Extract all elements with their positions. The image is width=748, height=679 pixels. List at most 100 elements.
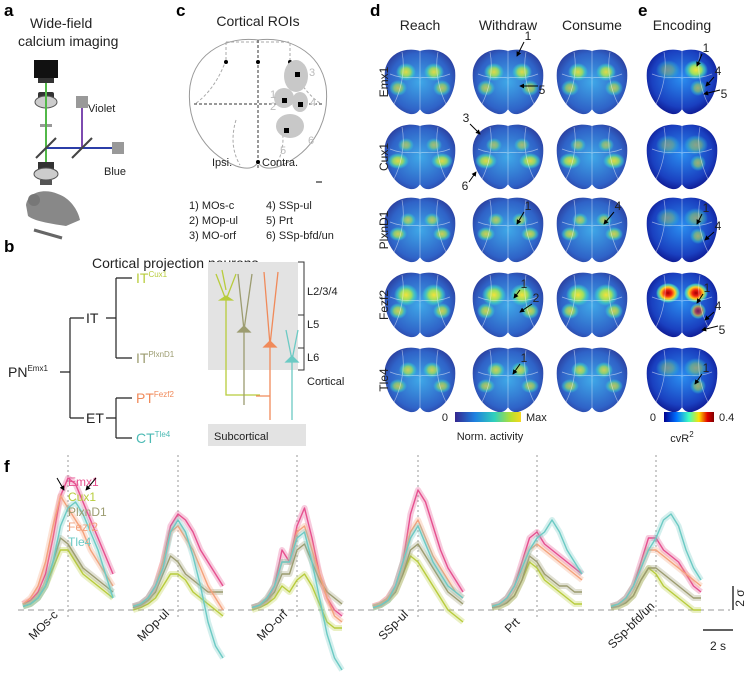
annotation-arrow xyxy=(469,123,481,135)
activity-spot xyxy=(433,227,451,241)
activity-spot xyxy=(605,227,623,241)
roi-label: SSp-ul xyxy=(375,607,410,642)
area-borders xyxy=(477,349,539,407)
activity-spot xyxy=(656,283,680,303)
brain-fill xyxy=(646,197,718,263)
activity-spot xyxy=(605,80,623,96)
region-label: Cortical xyxy=(307,376,344,388)
roi-number: 3 xyxy=(309,67,315,79)
area-borders xyxy=(389,199,451,257)
roi-list-item: 1) MOs-c xyxy=(189,200,235,212)
activity-spot xyxy=(561,303,579,319)
trace xyxy=(132,573,224,617)
area-borders xyxy=(477,274,539,332)
activity-spot xyxy=(486,138,502,152)
roi-list-item: 2) MOp-ul xyxy=(189,215,238,227)
row-label: PlxnD1 xyxy=(377,210,391,249)
annotation: 3 xyxy=(463,111,470,125)
colorbar-label: 0 xyxy=(442,412,448,424)
activity-spot xyxy=(596,63,616,81)
annotation: 1 xyxy=(525,29,532,43)
tree-leaf: ITCux1 xyxy=(136,270,168,286)
annotation-arrow xyxy=(705,76,715,87)
activity-spot xyxy=(656,358,680,378)
annotation: 4 xyxy=(715,219,722,233)
annotation: 4 xyxy=(715,299,722,313)
tree-lines xyxy=(60,277,132,439)
annotation-arrow xyxy=(696,213,703,225)
activity-spot xyxy=(561,379,579,393)
trace xyxy=(372,519,464,608)
area-borders xyxy=(651,274,713,332)
panel-label: d xyxy=(370,1,380,20)
legend-entry: Tle4 xyxy=(68,535,92,549)
trace-plot: MOs-c MOp-ul MO-orf SSp-ul Prt SSp-bfd/unEmx1… xyxy=(18,455,747,672)
label: Blue xyxy=(104,166,126,178)
activity-spot xyxy=(433,303,451,319)
colorbar-label: 0 xyxy=(650,412,656,424)
tree-leaf: ITPlxnD1 xyxy=(136,350,175,366)
activity-spot xyxy=(477,227,495,241)
annotation-arrow xyxy=(516,41,525,57)
activity-spot xyxy=(426,138,442,152)
brain-map xyxy=(472,347,544,413)
annotation: 1 xyxy=(703,361,710,375)
roi-number: 5 xyxy=(280,145,286,157)
annotation-arrow xyxy=(696,293,704,304)
area-borders xyxy=(389,126,451,184)
activity-spot xyxy=(690,80,706,96)
activity-spot xyxy=(561,227,579,241)
activity-spot xyxy=(684,358,708,378)
roi-list-item: 6) SSp-bfd/un xyxy=(266,230,334,242)
brain-map xyxy=(646,272,718,338)
annotation: 1 xyxy=(521,277,528,291)
tree-leaf: CTTle4 xyxy=(136,430,171,446)
legend-entry: Emx1 xyxy=(68,475,99,489)
activity-spot xyxy=(521,303,539,319)
brain-map xyxy=(646,197,718,263)
annotation: 1 xyxy=(521,351,528,365)
panel-title: Encoding xyxy=(653,17,711,33)
activity-spot xyxy=(424,213,440,227)
brain-map xyxy=(472,272,544,338)
area-borders xyxy=(561,51,623,109)
roi-label: MOs-c xyxy=(26,608,61,643)
activity-spot xyxy=(656,208,680,228)
annotation-arrow xyxy=(703,89,721,96)
roi-list-item: 4) SSp-ul xyxy=(266,200,312,212)
brain-fill xyxy=(646,347,718,413)
area-borders xyxy=(477,51,539,109)
area-borders xyxy=(651,51,713,109)
row-label: Tle4 xyxy=(377,368,391,392)
area-borders xyxy=(389,274,451,332)
annotation-arrow xyxy=(513,289,521,299)
activity-spot xyxy=(484,63,504,81)
annotation-arrow xyxy=(85,477,97,491)
hemisphere-label: Contra. xyxy=(262,157,298,169)
brain-fill xyxy=(646,124,718,190)
roi-number: 1 xyxy=(270,89,276,101)
panel-title: calcium imaging xyxy=(18,33,118,49)
column-header: Reach xyxy=(400,17,440,33)
activity-spot xyxy=(684,283,708,303)
colorbar-label: 0.4 xyxy=(719,412,734,424)
panel-label: c xyxy=(176,1,185,20)
activity-spot xyxy=(521,227,539,241)
activity-spot xyxy=(684,135,708,155)
brain-fill xyxy=(472,49,544,115)
activity-spot xyxy=(488,213,504,227)
activity-spot xyxy=(568,63,588,81)
annotation: 4 xyxy=(715,64,722,78)
tree-node: ET xyxy=(86,410,104,426)
activity-spot xyxy=(400,213,416,227)
annotation-arrow xyxy=(603,211,615,225)
brain-map xyxy=(384,124,456,190)
activity-spot xyxy=(605,303,623,319)
annotation: 1 xyxy=(703,41,710,55)
activity-spot xyxy=(690,228,706,244)
brain-fill xyxy=(646,272,718,338)
area-borders xyxy=(561,274,623,332)
activity-spot xyxy=(684,60,708,80)
